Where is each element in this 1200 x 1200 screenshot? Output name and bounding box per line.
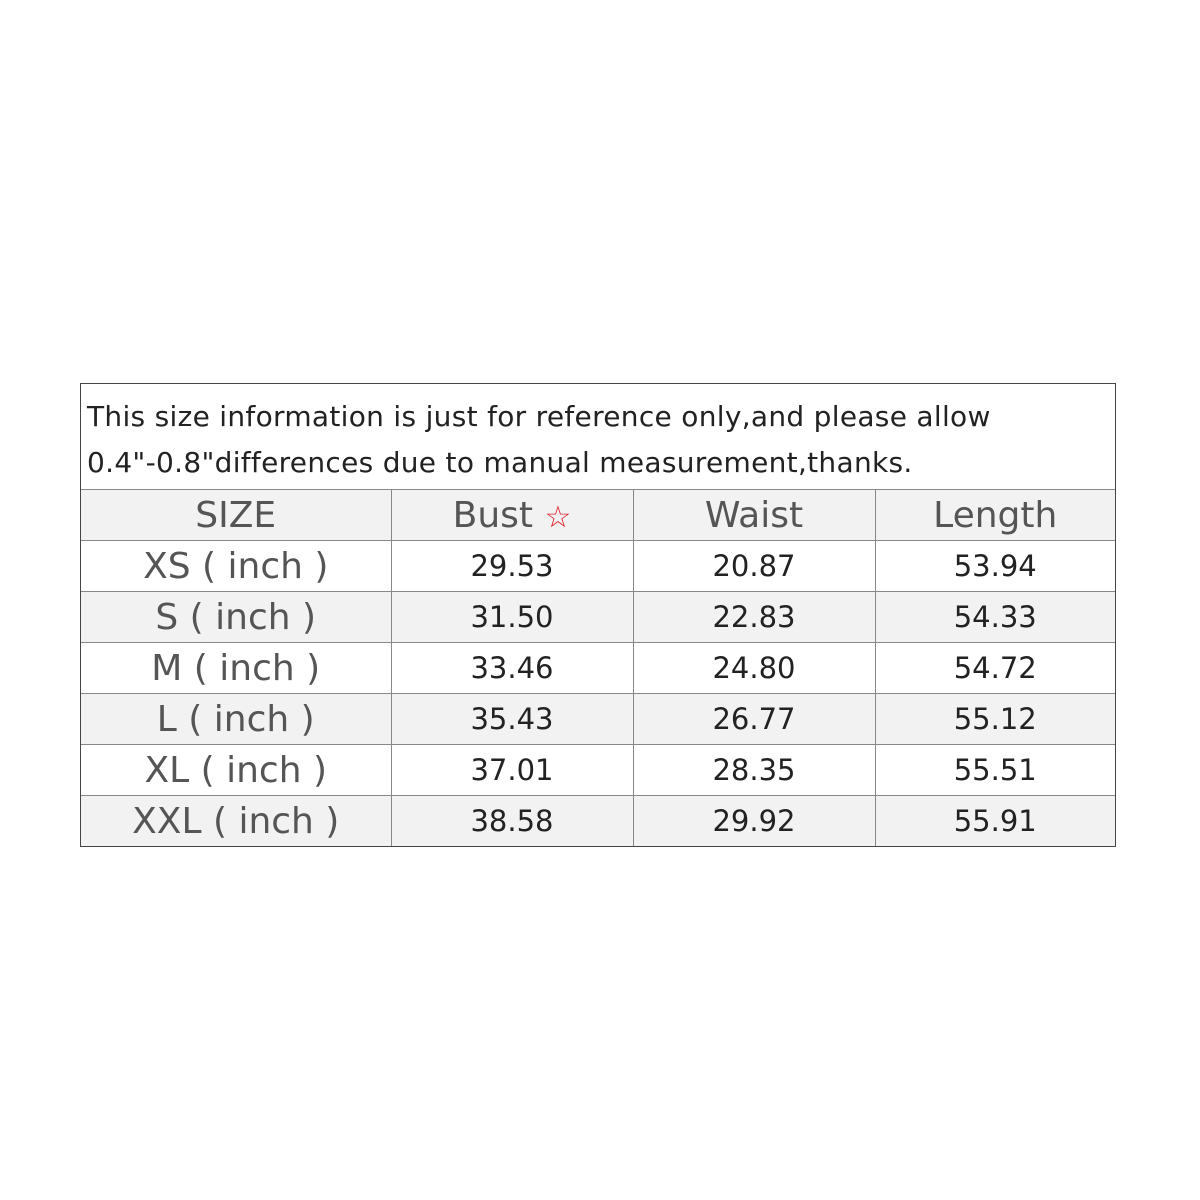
note-line-2: 0.4"-0.8"differences due to manual measu… (87, 446, 913, 479)
table-row: M ( inch ) 33.46 24.80 54.72 (81, 642, 1115, 694)
waist-cell: 29.92 (632, 795, 876, 846)
waist-cell: 20.87 (632, 540, 876, 592)
bust-cell: 29.53 (390, 540, 634, 592)
header-row: SIZE Bust ☆ Waist Length (81, 490, 1115, 541)
table-row: L ( inch ) 35.43 26.77 55.12 (81, 693, 1115, 745)
length-cell: 55.12 (874, 693, 1115, 745)
header-bust-label: Bust (452, 494, 534, 536)
header-waist: Waist (632, 490, 876, 541)
size-cell: XL ( inch ) (81, 744, 392, 796)
size-cell: XS ( inch ) (81, 540, 392, 592)
waist-cell: 22.83 (632, 591, 876, 643)
bust-cell: 38.58 (390, 795, 634, 846)
table-row: XL ( inch ) 37.01 28.35 55.51 (81, 744, 1115, 796)
table-row: XXL ( inch ) 38.58 29.92 55.91 (81, 795, 1115, 846)
size-cell: XXL ( inch ) (81, 795, 392, 846)
length-cell: 55.51 (874, 744, 1115, 796)
size-cell: S ( inch ) (81, 591, 392, 643)
size-table: SIZE Bust ☆ Waist Length XS ( inch ) 29.5… (81, 490, 1115, 846)
size-cell: L ( inch ) (81, 693, 392, 745)
size-chart: This size information is just for refere… (80, 383, 1116, 847)
waist-cell: 26.77 (632, 693, 876, 745)
size-cell: M ( inch ) (81, 642, 392, 694)
length-cell: 54.33 (874, 591, 1115, 643)
header-bust: Bust ☆ (390, 490, 634, 541)
bust-cell: 37.01 (390, 744, 634, 796)
bust-cell: 33.46 (390, 642, 634, 694)
bust-cell: 35.43 (390, 693, 634, 745)
header-length: Length (874, 490, 1115, 541)
size-note: This size information is just for refere… (81, 384, 1115, 490)
waist-cell: 24.80 (632, 642, 876, 694)
header-size: SIZE (81, 490, 392, 541)
star-outline-icon: ☆ (544, 499, 572, 535)
table-row: XS ( inch ) 29.53 20.87 53.94 (81, 540, 1115, 592)
length-cell: 54.72 (874, 642, 1115, 694)
table-row: S ( inch ) 31.50 22.83 54.33 (81, 591, 1115, 643)
waist-cell: 28.35 (632, 744, 876, 796)
length-cell: 53.94 (874, 540, 1115, 592)
bust-cell: 31.50 (390, 591, 634, 643)
note-line-1: This size information is just for refere… (87, 400, 991, 433)
length-cell: 55.91 (874, 795, 1115, 846)
